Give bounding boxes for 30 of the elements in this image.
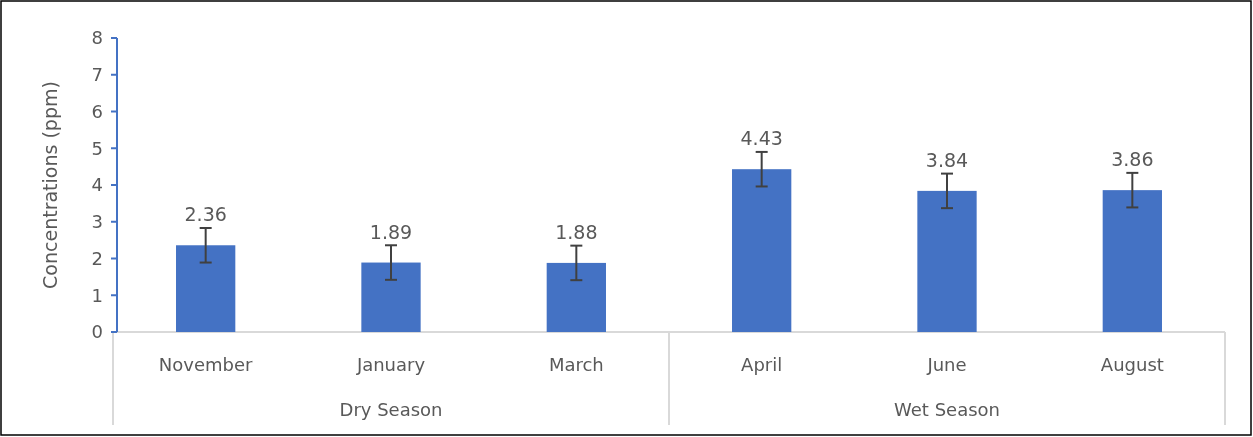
y-axis-title: Concentrations (ppm) <box>39 81 61 289</box>
bar <box>176 245 236 332</box>
y-tick-label: 1 <box>91 284 103 306</box>
bar <box>917 190 977 332</box>
x-tick-label: June <box>926 354 967 375</box>
bar <box>1102 190 1162 332</box>
y-tick-label: 3 <box>91 211 103 233</box>
bar <box>546 262 606 332</box>
x-tick-label: January <box>355 354 426 375</box>
y-tick-label: 7 <box>91 64 103 86</box>
data-label: 3.86 <box>1111 148 1154 171</box>
data-label: 2.36 <box>184 203 227 226</box>
x-tick-label: November <box>158 354 254 375</box>
y-tick-label: 2 <box>91 247 103 269</box>
data-label: 4.43 <box>740 127 783 150</box>
text: Wet Season <box>894 399 1000 420</box>
x-tick-label: August <box>1100 354 1164 375</box>
y-tick-label: 4 <box>91 174 103 196</box>
text: Dry Season <box>339 399 443 420</box>
bar <box>732 169 792 332</box>
data-label: 1.89 <box>369 220 413 243</box>
y-tick-label: 8 <box>91 27 103 49</box>
x-tick-label: April <box>741 354 783 375</box>
y-tick-label: 6 <box>91 100 103 122</box>
y-tick-label: 5 <box>91 137 103 159</box>
data-label: 3.84 <box>925 148 969 171</box>
data-label: 1.88 <box>555 220 598 243</box>
y-tick-label: 0 <box>91 321 103 343</box>
bar <box>361 262 421 332</box>
x-tick-label: March <box>548 354 604 375</box>
